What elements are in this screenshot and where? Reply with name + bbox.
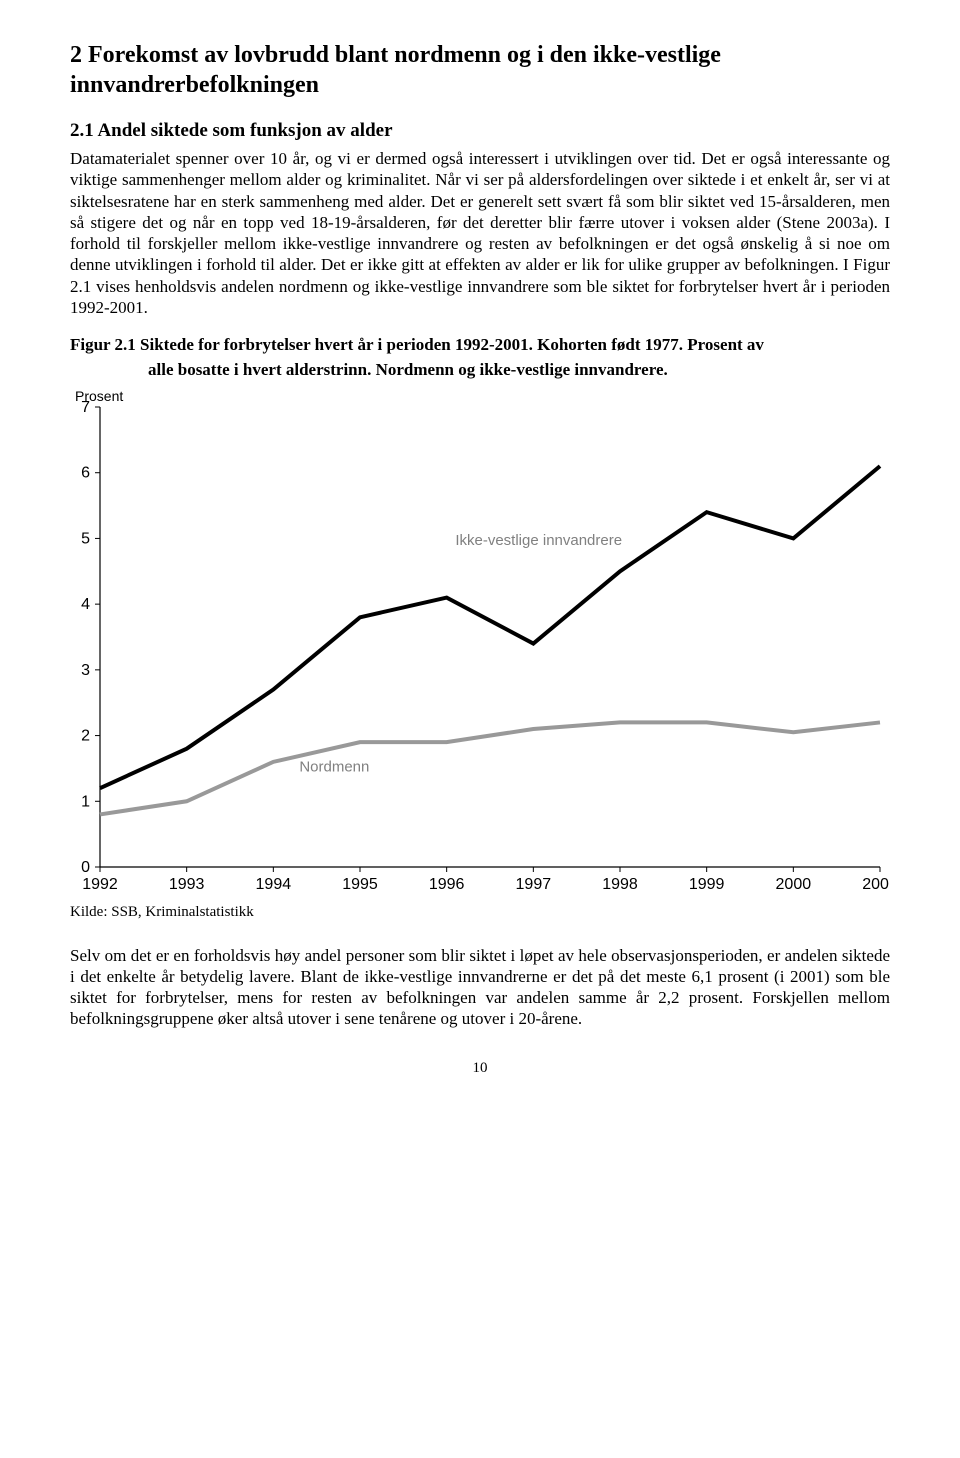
x-tick-label: 1996: [429, 876, 465, 893]
y-tick-label: 3: [81, 661, 90, 678]
paragraph-2: Selv om det er en forholdsvis høy andel …: [70, 945, 890, 1030]
x-tick-label: 1997: [516, 876, 552, 893]
y-tick-label: 6: [81, 464, 90, 481]
figure-caption-line2: alle bosatte i hvert alderstrinn. Nordme…: [70, 359, 890, 380]
y-tick-label: 0: [81, 859, 90, 876]
x-tick-label: 1994: [256, 876, 292, 893]
paragraph-1: Datamaterialet spenner over 10 år, og vi…: [70, 148, 890, 318]
line-chart: Prosent012345671992199319941995199619971…: [70, 387, 890, 897]
page-number: 10: [70, 1060, 890, 1077]
figure-caption-line1: Figur 2.1 Siktede for forbrytelser hvert…: [70, 334, 890, 355]
subsection-heading: 2.1 Andel siktede som funksjon av alder: [70, 120, 890, 142]
x-tick-label: 1995: [342, 876, 378, 893]
section-heading: 2 Forekomst av lovbrudd blant nordmenn o…: [70, 40, 890, 100]
chart-container: Prosent012345671992199319941995199619971…: [70, 387, 890, 902]
x-tick-label: 1999: [689, 876, 725, 893]
x-tick-label: 1998: [602, 876, 638, 893]
y-tick-label: 4: [81, 596, 90, 613]
y-tick-label: 2: [81, 727, 90, 744]
series-label: Nordmenn: [299, 758, 369, 775]
chart-source: Kilde: SSB, Kriminalstatistikk: [70, 904, 890, 921]
y-tick-label: 5: [81, 530, 90, 547]
y-tick-label: 7: [81, 399, 90, 416]
x-tick-label: 2001: [862, 876, 890, 893]
x-tick-label: 1992: [82, 876, 118, 893]
y-tick-label: 1: [81, 793, 90, 810]
series-nordmenn: [100, 722, 880, 814]
series-label: Ikke-vestlige innvandrere: [455, 532, 622, 549]
x-tick-label: 2000: [776, 876, 812, 893]
series-ikke-vestlige-innvandrere: [100, 466, 880, 788]
x-tick-label: 1993: [169, 876, 205, 893]
